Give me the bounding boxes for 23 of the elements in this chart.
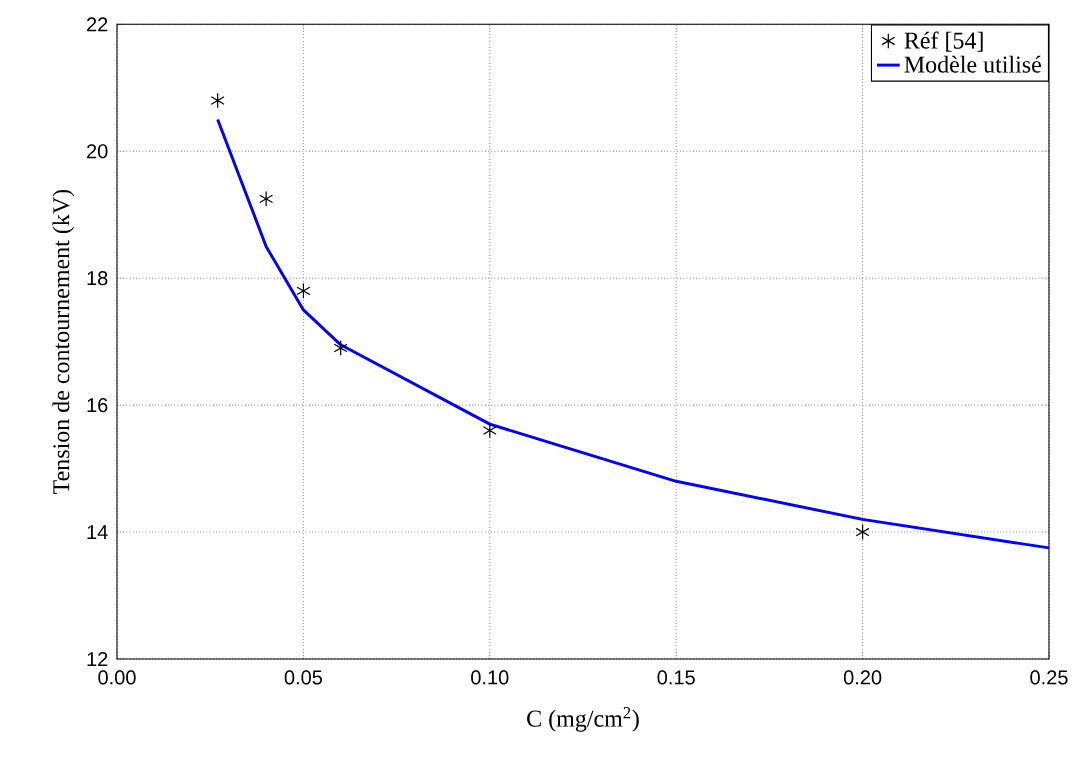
point — [482, 422, 497, 439]
y-tick-label: 16 — [87, 398, 108, 413]
y-tick-label: 20 — [87, 144, 108, 159]
point — [855, 524, 870, 540]
point — [259, 190, 274, 207]
legend-label: Réf [54] — [904, 31, 983, 52]
point — [210, 92, 225, 109]
y-tick-label: 18 — [87, 271, 108, 286]
line-series — [216, 118, 1049, 550]
legend-label: Modèle utilisé — [904, 55, 1041, 73]
y-tick-label: 14 — [87, 525, 108, 539]
point — [333, 340, 348, 356]
y-axis-title: Tension de contournement (kV) — [52, 189, 75, 494]
x-tick-label: 0.05 — [284, 670, 323, 685]
x-tick-label: 0.00 — [98, 670, 136, 685]
x-axis-title: C (mg/cm$^{2}$) — [527, 707, 639, 732]
y-tick-label: 12 — [87, 652, 108, 666]
x-tick-label: 0.10 — [471, 670, 509, 685]
x-tick-label: 0.25 — [1030, 670, 1068, 685]
y-tick-label: 22 — [87, 17, 108, 32]
x-tick-label: 0.20 — [843, 670, 882, 685]
point — [296, 282, 311, 299]
x-tick-label: 0.15 — [657, 670, 695, 685]
